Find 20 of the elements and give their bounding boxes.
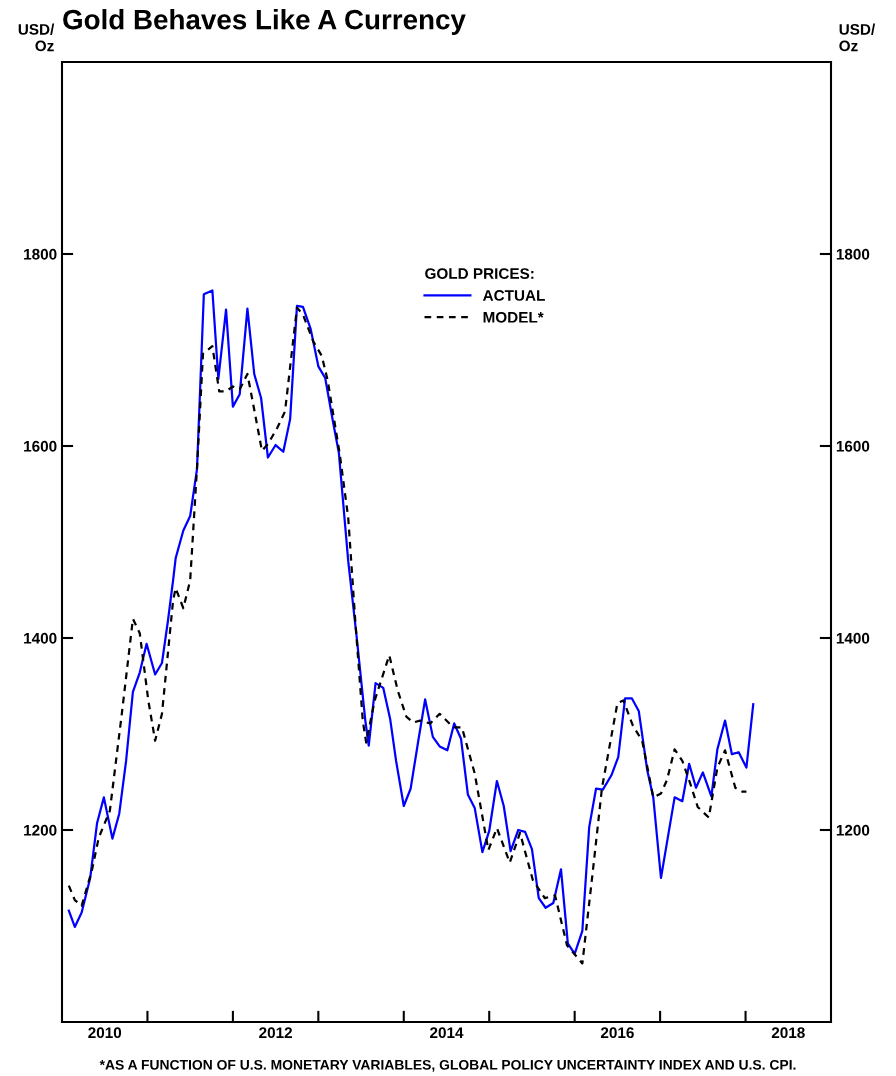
legend-label: MODEL* — [483, 311, 544, 323]
x-tick-label: 2012 — [259, 1027, 292, 1039]
y-tick-label: 1200 — [24, 824, 57, 836]
x-tick-label: 2018 — [771, 1027, 805, 1039]
y2-axis-title: USD/ Oz — [839, 23, 876, 52]
y2-tick-label: 1800 — [836, 248, 870, 260]
x-tick-label: 2010 — [88, 1027, 122, 1039]
text: *AS A FUNCTION OF U.S. MONETARY VARIABLES, GLOBAL POLICY UNCERTAINTY INDEX AND U.S. CPI. — [99, 1059, 796, 1072]
y2-tick-label: 1200 — [836, 824, 870, 836]
x-tick-label: 2016 — [600, 1027, 634, 1039]
legend-title: GOLD PRICES: — [425, 268, 534, 279]
x-tick-label: 2014 — [430, 1027, 464, 1039]
y-tick-label: 1400 — [24, 632, 57, 644]
y-axis-title: USD/ Oz — [18, 23, 55, 52]
y2-tick-label: 1400 — [836, 632, 870, 644]
y-tick-label: 1800 — [24, 248, 57, 260]
legend-label: ACTUAL — [482, 290, 545, 301]
y-tick-label: 1600 — [24, 440, 57, 452]
y2-tick-label: 1600 — [836, 440, 870, 452]
chart-title: Gold Behaves Like A Currency — [63, 9, 466, 35]
